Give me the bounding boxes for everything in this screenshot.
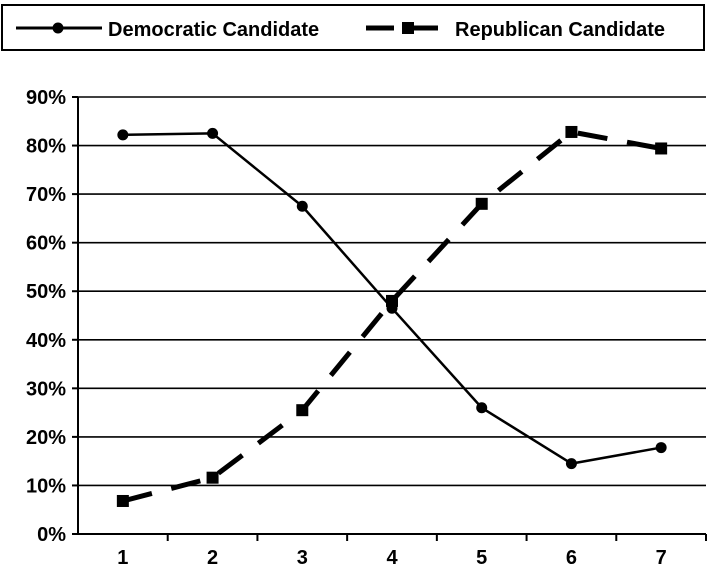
y-tick-label: 70% [26,184,66,206]
series-line-republican [122,129,662,504]
data-point-democratic [476,402,488,414]
legend-marker-democratic [52,22,64,34]
y-tick-label: 90% [26,87,66,109]
y-tick-label: 0% [37,524,66,546]
data-point-republican [296,404,309,417]
x-tick-label: 2 [207,547,218,569]
x-tick-label: 3 [297,547,308,569]
data-point-republican [565,125,578,138]
data-point-democratic [296,200,308,212]
x-tick-label: 6 [566,547,577,569]
data-point-democratic [117,129,129,141]
data-point-republican [655,142,668,155]
y-tick-label: 60% [26,233,66,255]
data-point-democratic [207,127,219,139]
legend-marker-republican [402,22,414,34]
y-tick-label: 10% [26,475,66,497]
y-tick-label: 80% [26,136,66,158]
legend-box [1,4,705,51]
y-tick-label: 20% [26,427,66,449]
legend: Democratic Candidate Republican Candidat… [1,4,705,51]
x-tick-label: 1 [117,547,128,569]
data-point-republican [386,294,398,307]
legend-label-democratic: Democratic Candidate [108,19,319,41]
legend-label-republican: Republican Candidate [455,19,665,41]
y-tick-label: 50% [26,281,66,303]
data-point-democratic [655,442,667,454]
x-tick-label: 7 [656,547,667,569]
y-tick-label: 30% [26,378,66,400]
plot-area: 0% 10% 20% 30% 40% 50% 60% 70% 80% 90% 1 2 3 4 5 6 7 [26,87,707,569]
x-tick-label: 5 [476,547,487,569]
data-point-republican [206,471,219,484]
data-point-republican [116,494,129,507]
x-tick-label: 4 [386,547,398,569]
data-point-democratic [565,458,577,470]
data-point-republican [475,197,488,210]
y-tick-label: 40% [26,330,66,352]
